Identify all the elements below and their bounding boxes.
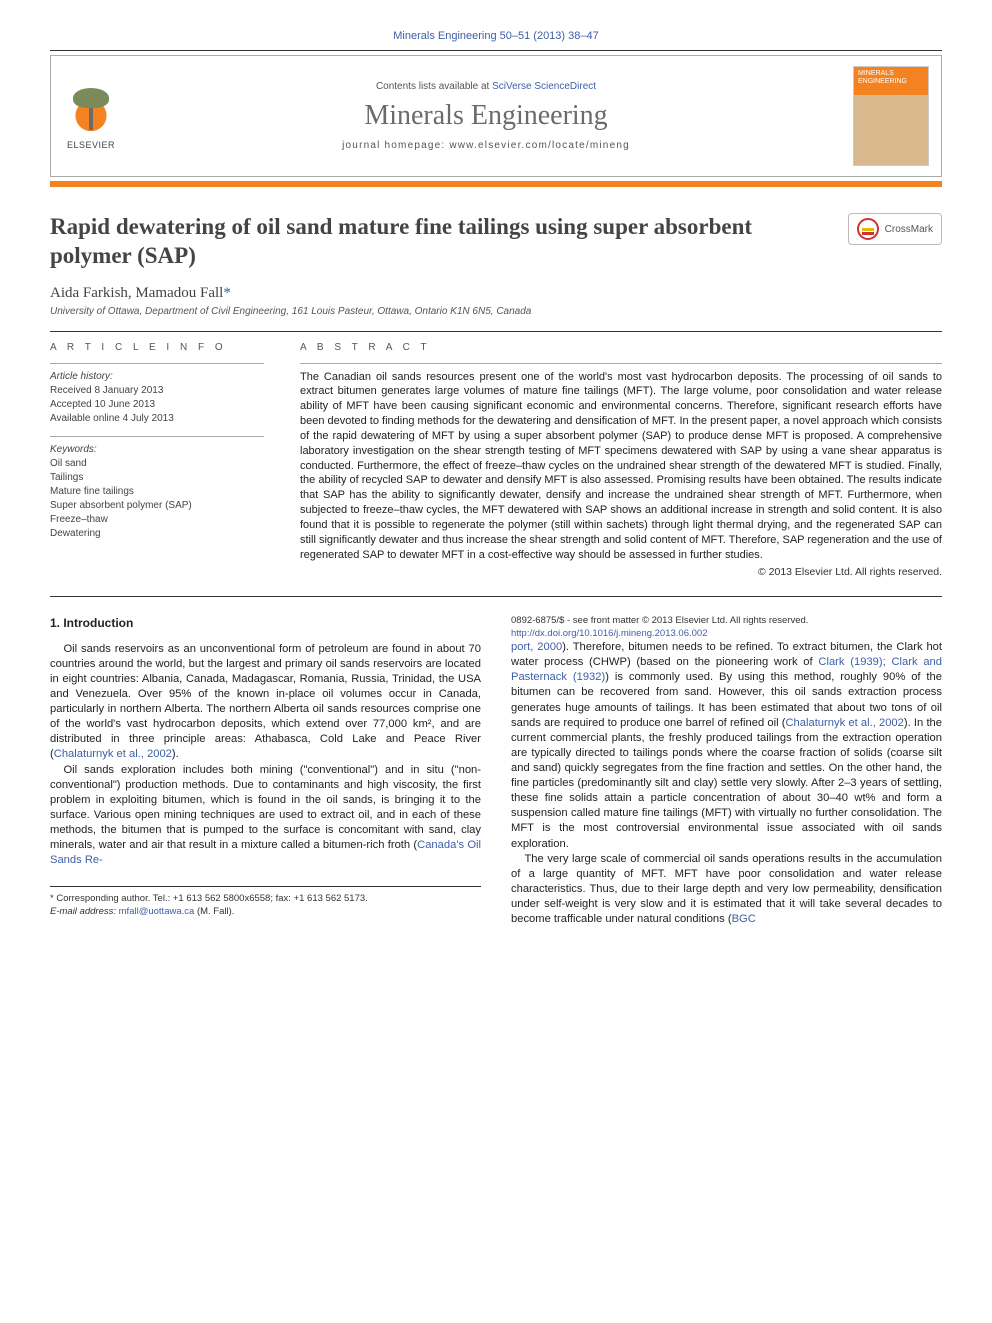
rule-before-body [50,596,942,597]
article-title: Rapid dewatering of oil sand mature fine… [50,213,790,271]
issn-line: 0892-6875/$ - see front matter © 2013 El… [511,615,942,627]
keyword-0: Oil sand [50,457,264,471]
top-citation: Minerals Engineering 50–51 (2013) 38–47 [50,30,942,42]
para-3c: ). In the current commercial plants, the… [511,717,942,850]
para-4-text: The very large scale of commercial oil s… [511,853,942,925]
keyword-5: Dewatering [50,527,264,541]
abstract-heading: A B S T R A C T [300,342,942,353]
corresponding-mark: * [223,285,231,301]
sciencedirect-link[interactable]: SciVerse ScienceDirect [492,81,596,92]
meta-rule-3 [300,363,942,364]
corresponding-author-footnote: * Corresponding author. Tel.: +1 613 562… [50,886,481,918]
footnote-corr: * Corresponding author. Tel.: +1 613 562… [50,893,481,905]
cover-label-2: ENGINEERING [858,78,924,86]
para-2-text: Oil sands exploration includes both mini… [50,764,481,852]
abstract-text: The Canadian oil sands resources present… [300,370,942,563]
elsevier-logo: ELSEVIER [63,82,119,150]
keyword-4: Freeze–thaw [50,513,264,527]
homepage-url[interactable]: www.elsevier.com/locate/mineng [449,140,630,151]
page-root: Minerals Engineering 50–51 (2013) 38–47 … [0,0,992,957]
ref-chalaturnyk-1[interactable]: Chalaturnyk et al., 2002 [54,748,172,760]
keyword-1: Tailings [50,471,264,485]
email-label: E-mail address: [50,906,116,917]
corr-email-name: (M. Fall). [197,906,234,917]
history-block: Article history: Received 8 January 2013… [50,370,264,426]
title-row: Rapid dewatering of oil sand mature fine… [50,213,942,271]
journal-title: Minerals Engineering [133,100,839,132]
cover-body [854,95,928,166]
keywords-label: Keywords: [50,443,264,457]
journal-cover-thumb: MINERALS ENGINEERING [853,66,929,166]
history-label: Article history: [50,370,264,384]
para-3: port, 2000). Therefore, bitumen needs to… [511,640,942,852]
history-online: Available online 4 July 2013 [50,412,264,426]
copyright-line: © 2013 Elsevier Ltd. All rights reserved… [300,566,942,578]
crossmark-icon [857,218,879,240]
contents-available-line: Contents lists available at SciVerse Sci… [133,81,839,92]
keyword-3: Super absorbent polymer (SAP) [50,499,264,513]
para-1-end: ). [172,748,179,760]
header-center: Contents lists available at SciVerse Sci… [133,81,839,151]
body-columns: 1. Introduction Oil sands reservoirs as … [50,615,942,927]
rule-top [50,50,942,51]
history-accepted: Accepted 10 June 2013 [50,398,264,412]
ref-oilsands-report-cont[interactable]: port, 2000 [511,641,562,653]
section-1-heading: 1. Introduction [50,615,481,631]
cover-label-1: MINERALS [858,70,924,78]
elsevier-tree-icon [63,82,119,138]
affiliation: University of Ottawa, Department of Civi… [50,306,942,317]
article-info-heading: A R T I C L E I N F O [50,342,264,353]
rule-under-authors [50,331,942,332]
journal-header: ELSEVIER Contents lists available at Sci… [50,55,942,177]
footer-block: 0892-6875/$ - see front matter © 2013 El… [511,615,942,640]
para-4: The very large scale of commercial oil s… [511,852,942,928]
meta-row: A R T I C L E I N F O Article history: R… [50,342,942,579]
crossmark-label: CrossMark [885,224,933,235]
para-2: Oil sands exploration includes both mini… [50,763,481,869]
abstract-col: A B S T R A C T The Canadian oil sands r… [300,342,942,579]
contents-prefix: Contents lists available at [376,81,492,92]
journal-homepage-line: journal homepage: www.elsevier.com/locat… [133,140,839,151]
authors: Aida Farkish, Mamadou Fall* [50,285,942,302]
meta-rule-2 [50,436,264,437]
meta-rule-1 [50,363,264,364]
para-1-text: Oil sands reservoirs as an unconventiona… [50,643,481,761]
crossmark-badge[interactable]: CrossMark [848,213,942,245]
authors-names: Aida Farkish, Mamadou Fall [50,285,223,301]
corr-email[interactable]: mfall@uottawa.ca [119,906,195,917]
doi-link[interactable]: http://dx.doi.org/10.1016/j.mineng.2013.… [511,628,942,640]
keywords-block: Keywords: Oil sand Tailings Mature fine … [50,443,264,541]
para-1: Oil sands reservoirs as an unconventiona… [50,642,481,763]
homepage-prefix: journal homepage: [342,140,449,151]
publisher-name: ELSEVIER [67,140,115,150]
orange-rule [50,181,942,187]
cover-band: MINERALS ENGINEERING [854,67,928,95]
article-info-col: A R T I C L E I N F O Article history: R… [50,342,264,579]
history-received: Received 8 January 2013 [50,384,264,398]
ref-chalaturnyk-2[interactable]: Chalaturnyk et al., 2002 [785,717,903,729]
keyword-2: Mature fine tailings [50,485,264,499]
ref-bgc[interactable]: BGC [732,913,756,925]
